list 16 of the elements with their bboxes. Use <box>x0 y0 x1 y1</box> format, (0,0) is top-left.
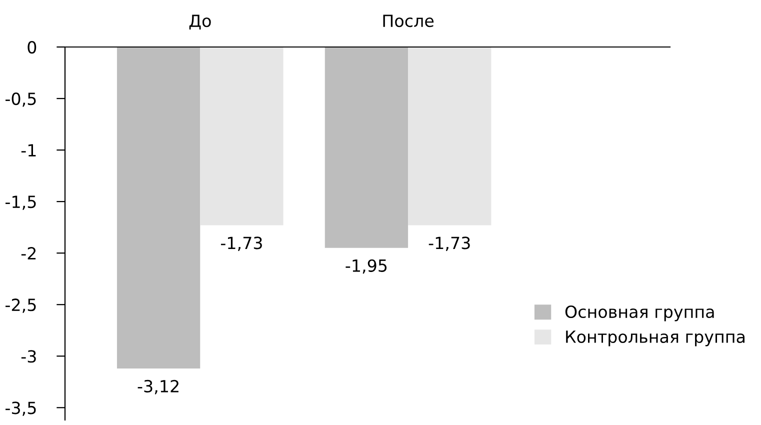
legend-label: Контрольная группа <box>566 330 744 346</box>
data-label: -1,73 <box>428 236 470 251</box>
y-tick-label: 0 <box>28 40 36 54</box>
y-tick-label: -3,5 <box>6 402 36 416</box>
data-label: -1,73 <box>220 236 262 251</box>
legend-label: Основная группа <box>565 305 714 322</box>
y-tick-label: -2 <box>21 247 36 260</box>
x-tick-label: После <box>383 14 434 28</box>
data-label: -3,12 <box>138 380 178 394</box>
y-tick-label: -1 <box>21 144 36 156</box>
y-tick-label: -1,5 <box>6 196 36 210</box>
data-label: -1,95 <box>346 259 387 274</box>
y-tick-label: -3 <box>21 350 36 363</box>
y-tick-label: -2,5 <box>6 298 36 313</box>
x-tick-label: До <box>189 14 211 30</box>
y-tick-label: -0,5 <box>6 92 36 107</box>
